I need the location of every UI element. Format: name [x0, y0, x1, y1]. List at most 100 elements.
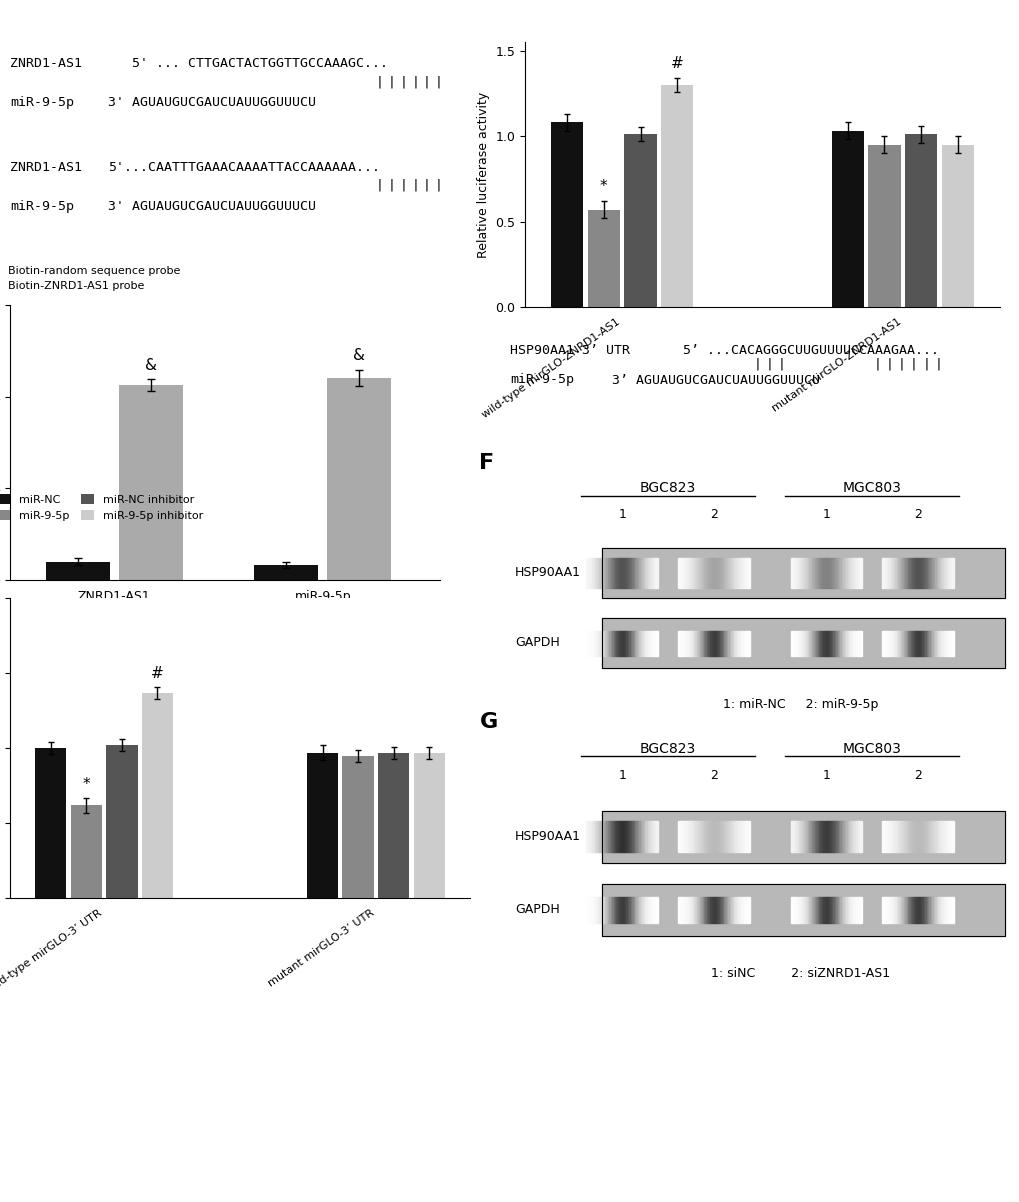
Bar [735, 821, 736, 852]
Bar [829, 558, 832, 588]
Bar [843, 897, 844, 923]
Bar [904, 821, 906, 852]
Text: #: # [151, 666, 164, 680]
Bar [950, 897, 952, 923]
Bar [685, 558, 686, 588]
Bar [656, 558, 657, 588]
Text: |: | [387, 179, 395, 192]
Bar [839, 821, 840, 852]
Bar [927, 821, 928, 852]
Bar [646, 897, 647, 923]
Bar [854, 558, 855, 588]
Bar [932, 897, 934, 923]
Bar [707, 821, 709, 852]
Bar [745, 821, 746, 852]
Bar [846, 821, 847, 852]
Bar [599, 631, 600, 655]
Bar [791, 821, 793, 852]
Bar [714, 558, 716, 588]
Bar [945, 631, 946, 655]
Bar [882, 631, 884, 655]
Bar [890, 558, 892, 588]
Bar [625, 821, 626, 852]
Bar [924, 558, 925, 588]
Bar [910, 897, 911, 923]
Bar [714, 821, 716, 852]
Bar [696, 897, 698, 923]
Bar [821, 897, 822, 923]
Bar [746, 558, 748, 588]
Bar [817, 558, 818, 588]
Bar [626, 897, 628, 923]
Bar [949, 631, 950, 655]
Bar [843, 558, 844, 588]
Bar [796, 897, 797, 923]
Bar [924, 897, 925, 923]
Bar [736, 558, 738, 588]
Text: |: | [753, 358, 760, 370]
Text: |: | [434, 76, 442, 88]
Bar [712, 631, 713, 655]
Bar [653, 897, 654, 923]
Bar [700, 631, 702, 655]
Bar [920, 821, 921, 852]
Text: |: | [399, 179, 407, 192]
Bar [930, 631, 931, 655]
Bar [907, 558, 909, 588]
Bar [857, 631, 858, 655]
Bar [686, 821, 688, 852]
Bar [858, 631, 860, 655]
Bar [614, 821, 615, 852]
Bar [725, 821, 727, 852]
Text: 1: siNC         2: siZNRD1-AS1: 1: siNC 2: siZNRD1-AS1 [710, 966, 890, 980]
Bar [812, 897, 814, 923]
Bar [599, 821, 600, 852]
Bar [599, 558, 600, 588]
Bar [712, 821, 713, 852]
Bar [593, 631, 594, 655]
Bar [630, 897, 632, 923]
Bar [720, 897, 721, 923]
Bar [719, 897, 720, 923]
Bar [921, 821, 923, 852]
Bar [728, 897, 729, 923]
Bar [717, 558, 719, 588]
Bar [327, 379, 391, 581]
Bar [601, 811, 1004, 863]
Bar [794, 631, 796, 655]
Bar [710, 821, 712, 852]
Bar [858, 897, 860, 923]
Bar [642, 631, 643, 655]
Bar [734, 631, 735, 655]
Bar [801, 631, 803, 655]
Bar [895, 897, 896, 923]
Bar [650, 821, 651, 852]
Text: 2: 2 [709, 769, 717, 783]
Bar [586, 821, 587, 852]
Bar [819, 897, 821, 923]
Bar [731, 897, 732, 923]
Bar [913, 631, 914, 655]
Bar [942, 558, 943, 588]
Bar [950, 631, 952, 655]
Bar [611, 631, 613, 655]
Bar [950, 558, 952, 588]
Bar [592, 821, 593, 852]
Bar [698, 558, 699, 588]
Bar [841, 897, 843, 923]
Bar [619, 631, 621, 655]
Bar [636, 631, 637, 655]
Bar [917, 897, 918, 923]
Bar [810, 897, 811, 923]
Bar [625, 558, 626, 588]
Bar [702, 897, 703, 923]
Bar [686, 631, 688, 655]
Bar [633, 821, 635, 852]
Bar [698, 897, 699, 923]
Bar [804, 558, 805, 588]
Bar [709, 558, 710, 588]
Bar [599, 897, 600, 923]
Text: 1: 1 [618, 769, 626, 783]
Bar [793, 558, 794, 588]
Bar [689, 558, 691, 588]
